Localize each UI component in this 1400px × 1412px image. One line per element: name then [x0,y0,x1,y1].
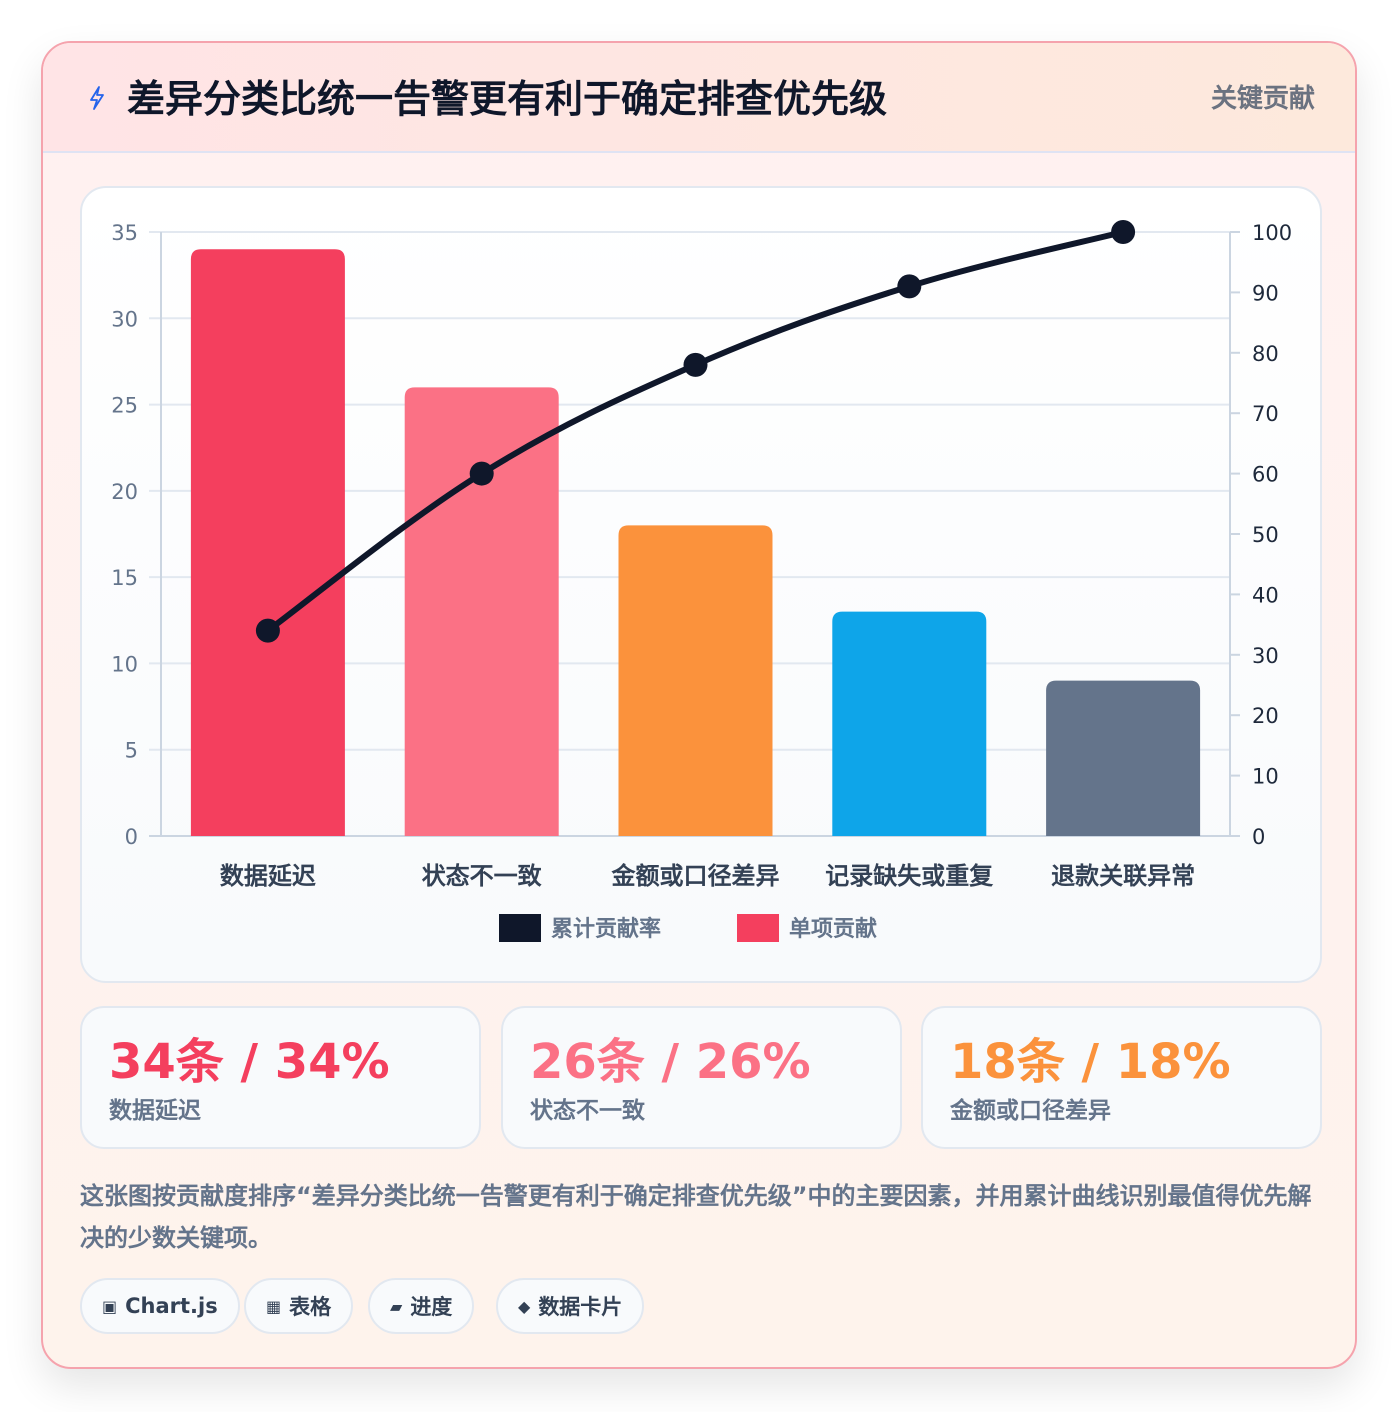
y-tick-left: 15 [111,566,138,590]
legend-label: 累计贡献率 [551,916,661,942]
line-point [469,461,494,486]
chart-description: 这张图按贡献度排序“差异分类比统一告警更有利于确定排查优先级”中的主要因素，并用… [80,1182,1312,1252]
progress-icon: ▰ [390,1296,403,1316]
diamond-icon: ◆ [518,1296,531,1316]
stat-value: 18条 / 18% [950,1034,1231,1090]
stat-card: 34条 / 34% 数据延迟 [80,1006,481,1149]
x-tick-label: 状态不一致 [422,862,543,890]
table-icon: ▦ [266,1296,282,1316]
card-header: 差异分类比统一告警更有利于确定排查优先级 关键贡献 [43,43,1355,153]
y-tick-left: 25 [111,394,138,418]
page-title: 差异分类比统一告警更有利于确定排查优先级 [127,77,888,121]
header-tag: 关键贡献 [1210,84,1315,114]
y-tick-right: 30 [1252,644,1279,668]
stat-label: 状态不一致 [530,1098,645,1124]
y-tick-left: 0 [125,825,138,849]
y-tick-right: 60 [1252,463,1279,487]
stat-cards: 34条 / 34% 数据延迟 26条 / 26% 状态不一致 18条 / 18%… [80,1006,1322,1149]
y-tick-right: 100 [1252,221,1292,245]
line-point [1111,220,1136,244]
y-tick-right: 70 [1252,402,1279,426]
pill-label: 进度 [410,1295,453,1319]
pill-label: 表格 [289,1295,332,1319]
y-tick-right: 10 [1252,765,1279,789]
tag-pill-progress[interactable]: ▰ 进度 [368,1278,475,1334]
tag-pill-chartjs[interactable]: ▣ Chart.js [80,1278,240,1334]
legend-label: 单项贡献 [789,916,877,942]
stat-label: 金额或口径差异 [950,1098,1111,1124]
lightning-bolt-icon [90,86,104,110]
tag-pill-data-card[interactable]: ◆ 数据卡片 [496,1278,645,1334]
y-tick-right: 90 [1252,281,1279,305]
pareto-chart: 0 5 10 15 20 25 30 35 0 10 20 30 40 50 60 70 80 90 100 数据延迟… [111,220,1292,942]
y-tick-right: 50 [1252,523,1279,547]
bar [404,387,559,836]
x-tick-label: 数据延迟 [220,862,316,890]
legend-swatch [737,914,779,942]
stat-value: 34条 / 34% [109,1034,390,1090]
x-tick-label: 记录缺失或重复 [825,862,994,890]
bar [190,249,345,836]
bar [832,611,987,836]
tag-pill-table[interactable]: ▦ 表格 [244,1278,354,1334]
y-tick-left: 30 [111,307,138,331]
bar [618,525,773,836]
chart-icon: ▣ [102,1296,118,1316]
y-tick-left: 10 [111,652,138,676]
y-tick-left: 5 [125,739,138,763]
pill-label: Chart.js [125,1294,218,1318]
stat-value: 26条 / 26% [530,1034,811,1090]
x-tick-label: 金额或口径差异 [611,862,780,890]
stat-card: 18条 / 18% 金额或口径差异 [921,1006,1322,1149]
stat-card: 26条 / 26% 状态不一致 [501,1006,902,1149]
y-tick-right: 40 [1252,583,1279,607]
line-point [897,274,922,299]
y-tick-right: 0 [1252,825,1265,849]
x-tick-label: 退款关联异常 [1051,862,1195,890]
line-point [683,352,708,377]
y-tick-right: 80 [1252,342,1279,366]
y-tick-right: 20 [1252,704,1279,728]
y-tick-left: 20 [111,480,138,504]
line-point [255,618,280,643]
stat-label: 数据延迟 [109,1098,201,1124]
y-tick-left: 35 [111,221,138,245]
legend-swatch [499,914,541,942]
chart-panel: 0 5 10 15 20 25 30 35 0 10 20 30 40 50 60 70 80 90 100 数据延迟… [80,186,1322,983]
pareto-card: 差异分类比统一告警更有利于确定排查优先级 关键贡献 0 5 10 15 20 25 30 35… [41,41,1357,1369]
pill-label: 数据卡片 [538,1295,623,1319]
bar [1046,680,1201,836]
